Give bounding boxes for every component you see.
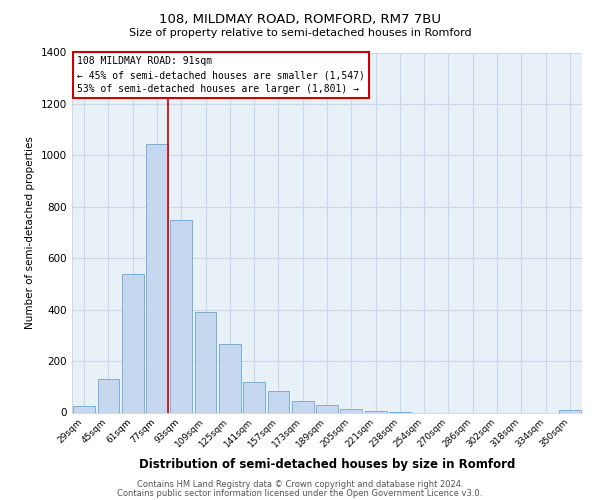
Bar	[268, 390, 289, 412]
Bar	[243, 382, 265, 412]
Bar	[316, 406, 338, 412]
Bar	[219, 344, 241, 412]
Text: 108, MILDMAY ROAD, ROMFORD, RM7 7BU: 108, MILDMAY ROAD, ROMFORD, RM7 7BU	[159, 12, 441, 26]
Text: 108 MILDMAY ROAD: 91sqm
← 45% of semi-detached houses are smaller (1,547)
53% of: 108 MILDMAY ROAD: 91sqm ← 45% of semi-de…	[77, 56, 365, 94]
Bar	[365, 411, 386, 412]
Bar	[146, 144, 168, 412]
Bar	[292, 401, 314, 412]
Bar	[73, 406, 95, 412]
Text: Contains public sector information licensed under the Open Government Licence v3: Contains public sector information licen…	[118, 488, 482, 498]
Bar	[340, 410, 362, 412]
Bar	[97, 379, 119, 412]
Bar	[559, 410, 581, 412]
Text: Contains HM Land Registry data © Crown copyright and database right 2024.: Contains HM Land Registry data © Crown c…	[137, 480, 463, 489]
X-axis label: Distribution of semi-detached houses by size in Romford: Distribution of semi-detached houses by …	[139, 458, 515, 471]
Bar	[194, 312, 217, 412]
Bar	[170, 220, 192, 412]
Bar	[122, 274, 143, 412]
Y-axis label: Number of semi-detached properties: Number of semi-detached properties	[25, 136, 35, 329]
Text: Size of property relative to semi-detached houses in Romford: Size of property relative to semi-detach…	[128, 28, 472, 38]
